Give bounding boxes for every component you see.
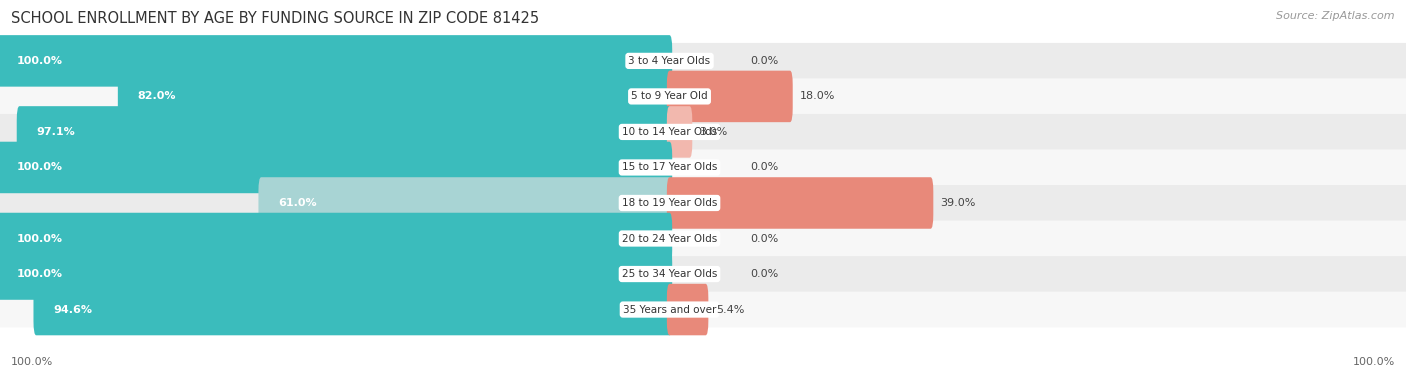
Text: 18 to 19 Year Olds: 18 to 19 Year Olds bbox=[621, 198, 717, 208]
FancyBboxPatch shape bbox=[0, 79, 1406, 115]
Text: 15 to 17 Year Olds: 15 to 17 Year Olds bbox=[621, 163, 717, 172]
Text: 10 to 14 Year Olds: 10 to 14 Year Olds bbox=[621, 127, 717, 137]
FancyBboxPatch shape bbox=[17, 106, 672, 158]
FancyBboxPatch shape bbox=[0, 150, 1406, 185]
FancyBboxPatch shape bbox=[666, 71, 793, 122]
Text: 3.0%: 3.0% bbox=[700, 127, 728, 137]
Text: 0.0%: 0.0% bbox=[749, 269, 778, 279]
Text: 97.1%: 97.1% bbox=[37, 127, 75, 137]
FancyBboxPatch shape bbox=[666, 106, 692, 158]
FancyBboxPatch shape bbox=[0, 142, 672, 193]
FancyBboxPatch shape bbox=[118, 71, 672, 122]
Text: Source: ZipAtlas.com: Source: ZipAtlas.com bbox=[1277, 11, 1395, 21]
Text: 61.0%: 61.0% bbox=[278, 198, 316, 208]
FancyBboxPatch shape bbox=[666, 284, 709, 335]
Text: 35 Years and over: 35 Years and over bbox=[623, 305, 716, 314]
Text: 100.0%: 100.0% bbox=[17, 163, 63, 172]
FancyBboxPatch shape bbox=[0, 291, 1406, 327]
Text: 25 to 34 Year Olds: 25 to 34 Year Olds bbox=[621, 269, 717, 279]
FancyBboxPatch shape bbox=[259, 177, 672, 229]
Text: 100.0%: 100.0% bbox=[11, 357, 53, 367]
FancyBboxPatch shape bbox=[0, 185, 1406, 221]
FancyBboxPatch shape bbox=[0, 248, 672, 300]
Text: 39.0%: 39.0% bbox=[941, 198, 976, 208]
Text: 100.0%: 100.0% bbox=[1353, 357, 1395, 367]
Text: 82.0%: 82.0% bbox=[138, 91, 176, 101]
FancyBboxPatch shape bbox=[0, 35, 672, 87]
Text: 0.0%: 0.0% bbox=[749, 56, 778, 66]
Text: 0.0%: 0.0% bbox=[749, 163, 778, 172]
FancyBboxPatch shape bbox=[666, 177, 934, 229]
Text: 0.0%: 0.0% bbox=[749, 234, 778, 243]
Text: 100.0%: 100.0% bbox=[17, 56, 63, 66]
FancyBboxPatch shape bbox=[0, 256, 1406, 292]
Text: 94.6%: 94.6% bbox=[53, 305, 91, 314]
Text: 3 to 4 Year Olds: 3 to 4 Year Olds bbox=[628, 56, 710, 66]
Text: 5.4%: 5.4% bbox=[716, 305, 744, 314]
FancyBboxPatch shape bbox=[0, 213, 672, 264]
FancyBboxPatch shape bbox=[34, 284, 672, 335]
FancyBboxPatch shape bbox=[0, 43, 1406, 79]
Text: 20 to 24 Year Olds: 20 to 24 Year Olds bbox=[621, 234, 717, 243]
Text: 18.0%: 18.0% bbox=[800, 91, 835, 101]
FancyBboxPatch shape bbox=[0, 221, 1406, 256]
Text: 5 to 9 Year Old: 5 to 9 Year Old bbox=[631, 91, 707, 101]
FancyBboxPatch shape bbox=[0, 114, 1406, 150]
Text: 100.0%: 100.0% bbox=[17, 234, 63, 243]
Text: 100.0%: 100.0% bbox=[17, 269, 63, 279]
Text: SCHOOL ENROLLMENT BY AGE BY FUNDING SOURCE IN ZIP CODE 81425: SCHOOL ENROLLMENT BY AGE BY FUNDING SOUR… bbox=[11, 11, 540, 26]
